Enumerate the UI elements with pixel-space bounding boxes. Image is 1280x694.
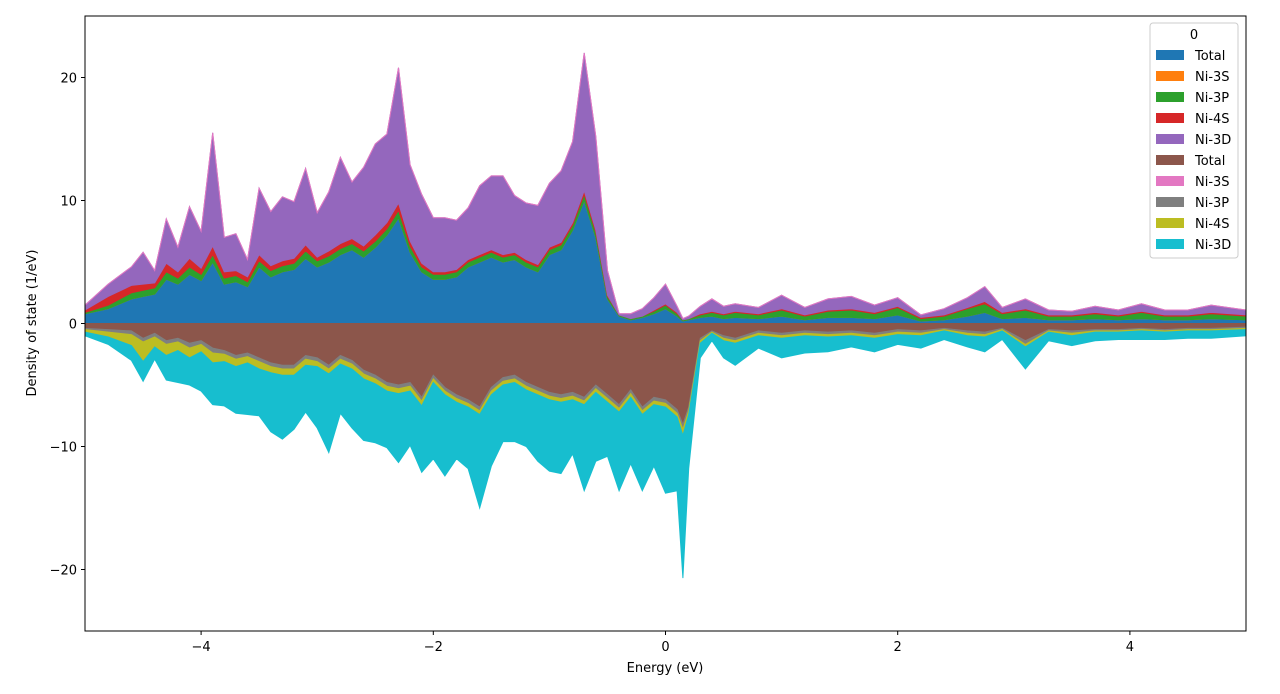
- y-tick-label: −10: [50, 441, 77, 456]
- y-tick-label: 20: [60, 72, 77, 87]
- legend-swatch: [1156, 197, 1184, 207]
- legend-label: Ni-3S: [1195, 175, 1230, 190]
- legend-swatch: [1156, 71, 1184, 81]
- legend-label: Ni-3D: [1195, 133, 1231, 148]
- legend-label: Ni-3P: [1195, 196, 1229, 211]
- y-axis-label: Density of state (1/eV): [25, 250, 40, 397]
- legend-label: Total: [1194, 49, 1225, 64]
- legend-swatch: [1156, 239, 1184, 249]
- legend-label: Ni-4S: [1195, 217, 1230, 232]
- legend-label: Ni-3P: [1195, 91, 1229, 106]
- legend-swatch: [1156, 218, 1184, 228]
- legend: 0 Total Ni-3S Ni-3P Ni-4S Ni-3D Total Ni-3S Ni-…: [1149, 22, 1239, 259]
- x-tick-label: −4: [192, 640, 211, 655]
- y-axis-ticks: −20 −10 0 10 20: [50, 72, 85, 579]
- legend-swatch: [1156, 113, 1184, 123]
- legend-label: Ni-3S: [1195, 70, 1230, 85]
- legend-swatch: [1156, 155, 1184, 165]
- legend-swatch: [1156, 50, 1184, 60]
- legend-swatch: [1156, 92, 1184, 102]
- x-tick-label: 0: [661, 640, 669, 655]
- legend-label: Total: [1194, 154, 1225, 169]
- x-tick-label: 4: [1126, 640, 1134, 655]
- legend-swatch: [1156, 134, 1184, 144]
- x-axis-label: Energy (eV): [627, 661, 704, 676]
- legend-label: Ni-3D: [1195, 238, 1231, 253]
- stacked-areas: [84, 52, 1247, 579]
- legend-swatch: [1156, 176, 1184, 186]
- x-tick-label: −2: [424, 640, 443, 655]
- legend-title: 0: [1190, 28, 1198, 43]
- x-axis-ticks: −4 −2 0 2 4: [192, 631, 1134, 655]
- y-tick-label: 10: [60, 195, 77, 210]
- x-tick-label: 2: [894, 640, 902, 655]
- y-tick-label: 0: [69, 318, 77, 333]
- y-tick-label: −20: [50, 564, 77, 579]
- legend-label: Ni-4S: [1195, 112, 1230, 127]
